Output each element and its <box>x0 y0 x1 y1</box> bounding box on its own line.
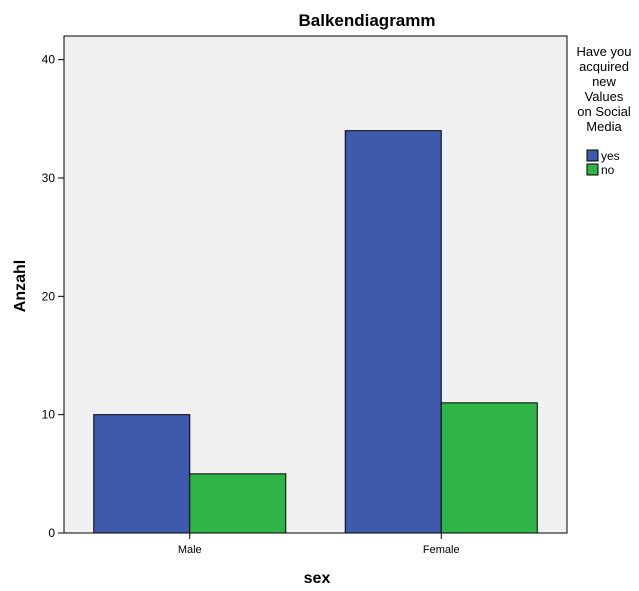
bar-no <box>189 473 287 534</box>
legend-title-line: Media <box>586 119 622 134</box>
legend-title-line: Values <box>585 89 624 104</box>
bar-no <box>440 402 538 534</box>
y-tick-label: 20 <box>42 289 56 303</box>
bar-yes <box>93 414 191 534</box>
y-tick-label: 0 <box>48 526 55 540</box>
legend-title-line: acquired <box>579 59 629 74</box>
x-axis-label: sex <box>304 570 331 586</box>
y-tick-label: 30 <box>42 171 56 185</box>
legend-title-line: Have you <box>577 44 632 59</box>
legend-title-line: new <box>592 74 616 89</box>
legend-label-no: no <box>601 163 615 177</box>
legend-label-yes: yes <box>601 149 620 163</box>
plot-area: 0 10 20 30 40 Male Female <box>42 35 568 556</box>
x-tick-label: Male <box>178 544 202 556</box>
y-axis-label: Anzahl <box>12 260 29 312</box>
legend-title-line: on Social <box>577 104 631 119</box>
chart-title: Balkendiagramm <box>299 11 436 30</box>
x-tick-label: Female <box>423 544 460 556</box>
legend-swatch-no <box>586 163 599 176</box>
y-tick-label: 10 <box>42 408 56 422</box>
legend-swatch-yes <box>586 149 599 162</box>
bar-yes <box>344 130 442 534</box>
y-tick-label: 40 <box>42 53 56 67</box>
